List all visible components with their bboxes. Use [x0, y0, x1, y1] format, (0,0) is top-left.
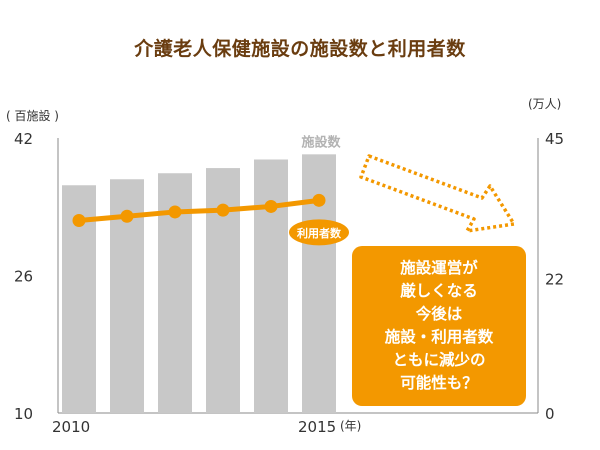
line-point: [312, 193, 326, 207]
right-tick-label: 0: [545, 405, 555, 423]
callout-line: 可能性も？: [400, 374, 478, 392]
left-tick-label: 10: [14, 405, 33, 423]
x-unit-label: (年): [340, 419, 361, 433]
x-start-label: 2010: [52, 418, 90, 436]
line-series-label-bg: [289, 219, 349, 246]
line-point: [216, 203, 230, 217]
left-tick-label: 26: [14, 268, 33, 286]
left-tick-label: 42: [14, 130, 33, 148]
line-series: [78, 197, 320, 223]
right-axis-unit: (万人): [528, 97, 561, 111]
callout-line: 施設・利用者数: [384, 328, 494, 346]
line-point: [120, 209, 134, 223]
bar: [254, 159, 288, 413]
x-end-label: 2015: [298, 418, 336, 436]
line-series-label: 利用者数: [297, 226, 342, 240]
chart-title: 介護老人保健施設の施設数と利用者数: [134, 38, 466, 60]
line-point: [264, 199, 278, 213]
right-tick-label: 45: [545, 130, 564, 148]
callout-line: ともに減少の: [392, 351, 486, 369]
trend-arrow: [359, 154, 516, 233]
callout-line: 施設運営が: [400, 259, 478, 277]
callout-box: 施設運営が 厳しくなる 今後は 施設・利用者数 ともに減少の 可能性も？: [352, 246, 526, 406]
left-axis-unit: ( 百施設 ): [6, 108, 59, 123]
right-tick-label: 22: [545, 271, 564, 289]
line-point: [72, 214, 86, 227]
callout-line: 今後は: [415, 305, 463, 323]
callout-line: 厳しくなる: [400, 282, 478, 300]
line-point: [168, 205, 182, 219]
bar: [302, 154, 336, 413]
bar-series-label: 施設数: [301, 134, 341, 150]
